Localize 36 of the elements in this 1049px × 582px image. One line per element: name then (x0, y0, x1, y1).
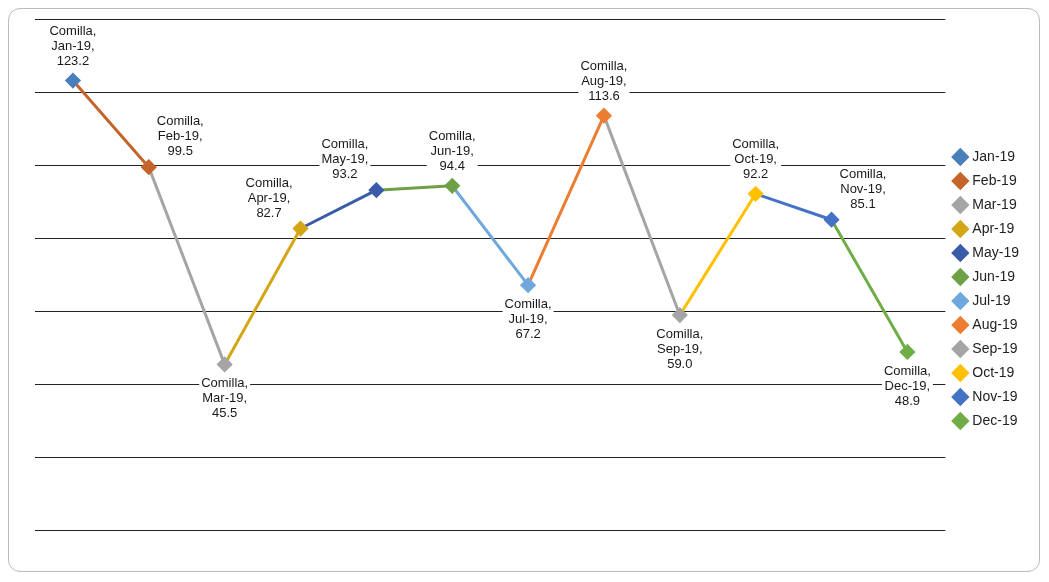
data-label: Comilla, Sep-19, 59.0 (656, 326, 704, 372)
legend-label: Mar-19 (972, 195, 1017, 212)
legend-label: May-19 (972, 243, 1020, 260)
data-label: Comilla, Jul-19, 67.2 (504, 296, 552, 342)
point (748, 186, 764, 202)
data-label: Comilla, May-19, 93.2 (321, 136, 369, 182)
data-label: Comilla, Jan-19, 123.2 (49, 22, 97, 68)
legend-label: Jan-19 (972, 147, 1016, 164)
data-label: Comilla, Jun-19, 94.4 (428, 127, 476, 173)
legend-label: Feb-19 (972, 171, 1017, 188)
point (672, 307, 688, 323)
point (217, 356, 233, 372)
data-label: Comilla, Apr-19, 82.7 (245, 174, 293, 220)
data-label: Comilla, Dec-19, 48.9 (883, 363, 931, 409)
point (596, 108, 612, 124)
legend-label: Nov-19 (972, 387, 1018, 404)
legend-label: Jul-19 (972, 291, 1011, 308)
point (65, 73, 81, 89)
data-label: Comilla, Mar-19, 45.5 (201, 375, 249, 421)
data-label: Comilla, Feb-19, 99.5 (156, 113, 204, 159)
point (293, 221, 309, 237)
data-label: Comilla, Nov-19, 85.1 (839, 165, 887, 211)
data-label: Comilla, Oct-19, 92.2 (732, 135, 780, 181)
legend-label: Oct-19 (972, 363, 1015, 380)
legend-label: Sep-19 (972, 339, 1018, 356)
point (141, 159, 157, 175)
point (444, 178, 460, 194)
legend-label: Aug-19 (972, 315, 1018, 332)
legend-label: Apr-19 (972, 219, 1015, 236)
legend-label: Jun-19 (972, 267, 1016, 284)
point (520, 277, 536, 293)
point (368, 182, 384, 198)
point (824, 212, 840, 228)
data-label: Comilla, Aug-19, 113.6 (580, 57, 628, 103)
legend-label: Dec-19 (972, 411, 1018, 428)
point (899, 344, 915, 360)
